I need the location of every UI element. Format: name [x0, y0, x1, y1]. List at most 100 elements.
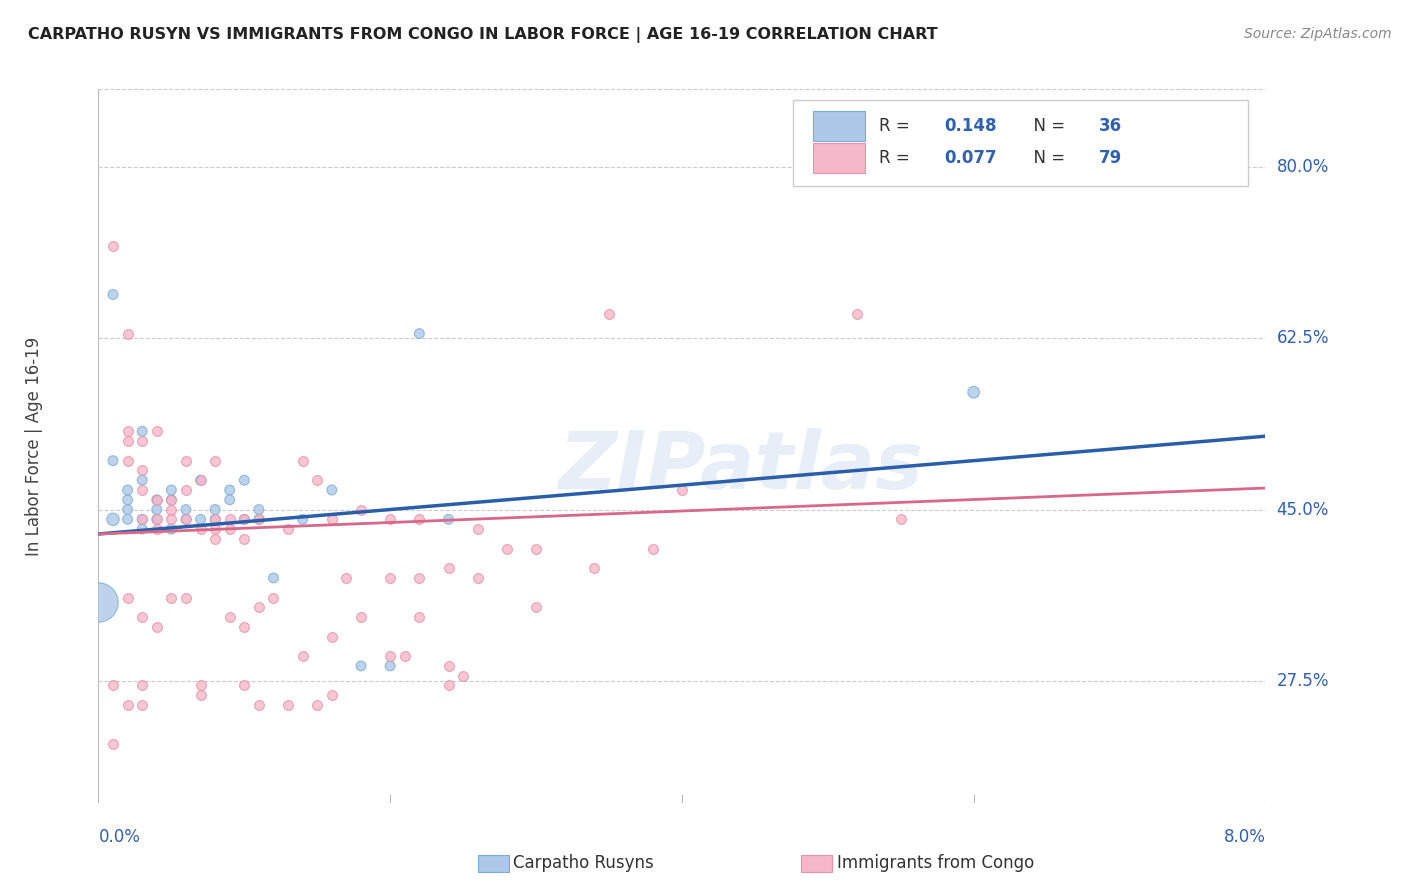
- Point: [117, 492, 139, 507]
- Point: [131, 522, 153, 536]
- Point: [233, 620, 256, 634]
- Point: [131, 678, 153, 692]
- Point: [117, 502, 139, 516]
- Point: [117, 698, 139, 712]
- Point: [160, 492, 183, 507]
- Point: [174, 453, 197, 467]
- Point: [190, 512, 212, 526]
- Point: [146, 502, 169, 516]
- Point: [233, 532, 256, 546]
- Point: [117, 434, 139, 449]
- Point: [496, 541, 519, 556]
- Point: [247, 600, 270, 615]
- Text: ZIPatlas: ZIPatlas: [558, 428, 922, 507]
- Text: In Labor Force | Age 16-19: In Labor Force | Age 16-19: [25, 336, 44, 556]
- Point: [117, 483, 139, 497]
- Point: [671, 483, 693, 497]
- Point: [247, 512, 270, 526]
- Text: 8.0%: 8.0%: [1223, 828, 1265, 846]
- Point: [190, 473, 212, 487]
- Point: [524, 541, 547, 556]
- Point: [160, 512, 183, 526]
- Point: [408, 610, 430, 624]
- Point: [394, 649, 416, 664]
- Point: [146, 512, 169, 526]
- Point: [146, 492, 169, 507]
- Point: [321, 630, 343, 644]
- Point: [408, 571, 430, 585]
- Text: 36: 36: [1098, 117, 1122, 135]
- Point: [321, 512, 343, 526]
- Point: [131, 483, 153, 497]
- Point: [380, 659, 402, 673]
- Point: [218, 483, 240, 497]
- Text: R =: R =: [879, 117, 921, 135]
- Point: [174, 502, 197, 516]
- Point: [131, 698, 153, 712]
- Point: [190, 678, 212, 692]
- Text: N =: N =: [1022, 150, 1070, 168]
- Text: Source: ZipAtlas.com: Source: ZipAtlas.com: [1244, 27, 1392, 41]
- Point: [146, 425, 169, 439]
- Point: [962, 385, 984, 400]
- Point: [131, 463, 153, 477]
- Point: [131, 512, 153, 526]
- Point: [160, 502, 183, 516]
- Point: [321, 688, 343, 702]
- Point: [146, 512, 169, 526]
- Point: [204, 522, 226, 536]
- Point: [437, 561, 460, 575]
- Text: 80.0%: 80.0%: [1277, 159, 1329, 177]
- Point: [101, 287, 124, 301]
- Point: [131, 610, 153, 624]
- FancyBboxPatch shape: [793, 100, 1249, 186]
- Point: [380, 512, 402, 526]
- Point: [583, 561, 606, 575]
- FancyBboxPatch shape: [813, 111, 865, 141]
- Point: [218, 492, 240, 507]
- Point: [160, 492, 183, 507]
- Point: [87, 595, 110, 609]
- Point: [247, 698, 270, 712]
- Point: [101, 453, 124, 467]
- Point: [160, 522, 183, 536]
- Text: 0.148: 0.148: [945, 117, 997, 135]
- Point: [117, 453, 139, 467]
- Text: 27.5%: 27.5%: [1277, 672, 1329, 690]
- Point: [437, 512, 460, 526]
- Text: 0.0%: 0.0%: [98, 828, 141, 846]
- FancyBboxPatch shape: [813, 144, 865, 173]
- Point: [408, 512, 430, 526]
- Point: [174, 512, 197, 526]
- Point: [247, 502, 270, 516]
- Point: [146, 620, 169, 634]
- Text: N =: N =: [1022, 117, 1070, 135]
- Point: [204, 512, 226, 526]
- Point: [218, 512, 240, 526]
- Point: [247, 512, 270, 526]
- Point: [204, 512, 226, 526]
- Point: [321, 483, 343, 497]
- Point: [174, 591, 197, 605]
- Point: [380, 649, 402, 664]
- Point: [131, 425, 153, 439]
- Point: [350, 502, 373, 516]
- Point: [598, 307, 620, 321]
- Point: [291, 512, 314, 526]
- Point: [437, 678, 460, 692]
- Point: [218, 610, 240, 624]
- Text: R =: R =: [879, 150, 921, 168]
- Point: [277, 698, 299, 712]
- Point: [233, 473, 256, 487]
- Point: [335, 571, 357, 585]
- Point: [174, 483, 197, 497]
- Point: [131, 434, 153, 449]
- Point: [307, 473, 329, 487]
- Point: [131, 512, 153, 526]
- Point: [262, 591, 284, 605]
- Point: [890, 512, 912, 526]
- Point: [277, 522, 299, 536]
- Point: [117, 512, 139, 526]
- Point: [524, 600, 547, 615]
- Text: CARPATHO RUSYN VS IMMIGRANTS FROM CONGO IN LABOR FORCE | AGE 16-19 CORRELATION C: CARPATHO RUSYN VS IMMIGRANTS FROM CONGO …: [28, 27, 938, 43]
